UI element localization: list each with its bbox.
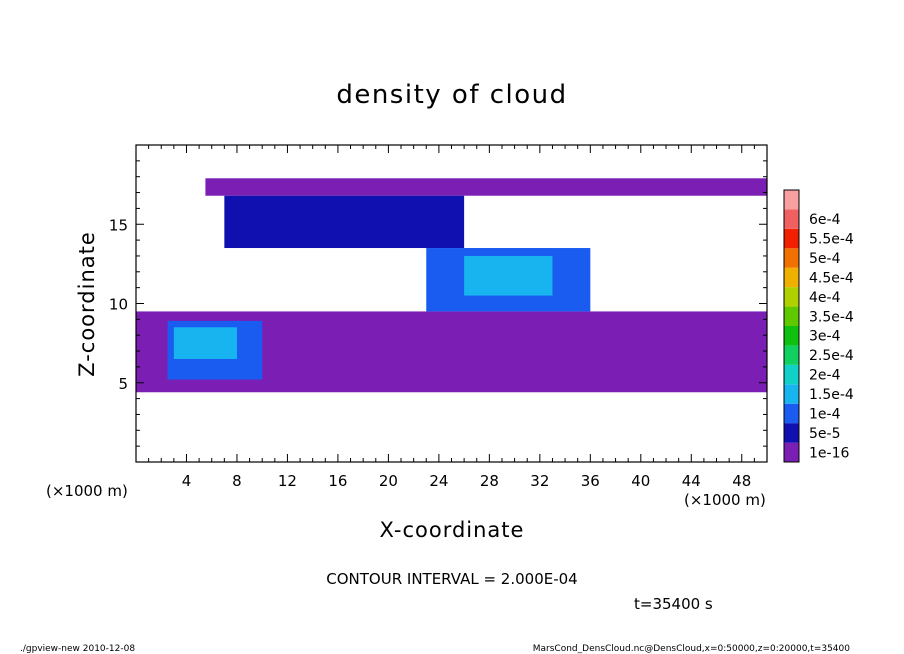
colorbar-label: 3e-4 <box>809 329 841 345</box>
y-tick-label: 10 <box>109 296 128 314</box>
colorbar-swatch <box>784 287 799 307</box>
x-tick-label: 8 <box>232 472 242 490</box>
y-axis-ticks: 5 10 15 <box>109 160 767 447</box>
x-tick-label: 36 <box>581 472 600 490</box>
contour-interval-note: CONTOUR INTERVAL = 2.000E-04 <box>326 570 577 588</box>
y-axis-label: Z-coordinate <box>75 231 99 377</box>
x-axis-label: X-coordinate <box>380 518 525 542</box>
colorbar-swatch <box>784 248 799 268</box>
colorbar-label: 4e-4 <box>809 290 841 306</box>
colorbar-swatch <box>784 267 799 288</box>
colorbar-label: 2.5e-4 <box>809 348 854 364</box>
colorbar-swatch <box>784 190 799 210</box>
x-tick-label: 4 <box>182 472 192 490</box>
x-unit-right: (×1000 m) <box>684 491 766 509</box>
colorbar-swatch <box>784 228 799 249</box>
x-tick-label: 44 <box>682 472 701 490</box>
density-region-2 <box>224 195 465 249</box>
x-axis-ticks: 4 8 12 16 20 24 28 32 36 40 44 48 <box>148 145 755 490</box>
density-region-0 <box>205 178 767 196</box>
y-tick-label: 15 <box>109 216 128 234</box>
colorbar-label: 1.5e-4 <box>809 387 854 403</box>
x-tick-label: 40 <box>631 472 650 490</box>
colorbar-swatch <box>784 403 799 424</box>
colorbar-label: 3.5e-4 <box>809 309 854 325</box>
colorbar-label: 1e-16 <box>809 445 849 461</box>
colorbar-frame <box>783 189 800 463</box>
colorbar-swatch <box>784 423 799 443</box>
density-field <box>136 178 767 393</box>
colorbar-swatch <box>784 442 799 462</box>
x-tick-label: 12 <box>278 472 297 490</box>
colorbar: 1e-16 5e-5 1e-4 1.5e-4 2e-4 2.5e-4 3e-4 3.5e-4 4… <box>783 189 854 463</box>
colorbar-label: 5e-4 <box>809 251 841 267</box>
colorbar-label: 5.5e-4 <box>809 232 854 248</box>
colorbar-swatch <box>784 306 799 326</box>
x-unit-left: (×1000 m) <box>46 482 128 500</box>
x-tick-label: 16 <box>328 472 347 490</box>
colorbar-swatch <box>784 326 799 346</box>
colorbar-label: 2e-4 <box>809 368 841 384</box>
colorbar-swatch <box>784 209 799 229</box>
footer-right: MarsCond_DensCloud.nc@DensCloud,x=0:5000… <box>533 644 850 654</box>
colorbar-swatch <box>784 345 799 365</box>
density-region-4 <box>464 255 553 296</box>
colorbar-label: 5e-5 <box>809 426 840 442</box>
colorbar-label: 1e-4 <box>809 406 841 422</box>
time-label: t=35400 s <box>634 595 713 613</box>
x-tick-label: 20 <box>379 472 398 490</box>
colorbar-swatch <box>784 384 799 404</box>
x-tick-label: 32 <box>530 472 549 490</box>
colorbar-label: 6e-4 <box>809 212 841 228</box>
x-tick-label: 48 <box>732 472 751 490</box>
x-tick-label: 28 <box>480 472 499 490</box>
footer-left: ./gpview-new 2010-12-08 <box>20 644 135 654</box>
colorbar-label: 4.5e-4 <box>809 270 854 286</box>
density-region-6 <box>173 327 237 359</box>
x-tick-label: 24 <box>429 472 448 490</box>
chart-title: density of cloud <box>336 80 567 110</box>
y-tick-label: 5 <box>118 375 128 393</box>
colorbar-swatch <box>784 364 799 385</box>
